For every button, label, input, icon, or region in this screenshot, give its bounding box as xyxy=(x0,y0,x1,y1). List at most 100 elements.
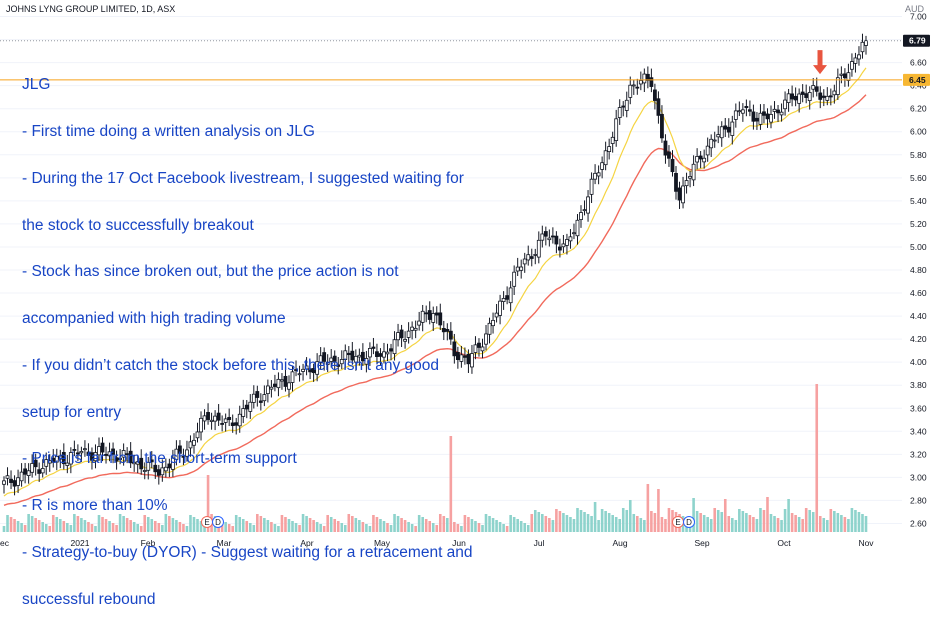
volume-bar xyxy=(491,518,495,532)
candle-body xyxy=(814,86,819,92)
candle-body xyxy=(769,114,773,123)
volume-bar xyxy=(636,516,639,532)
volume-bar xyxy=(695,511,699,532)
candle-body xyxy=(375,351,379,357)
volume-bar xyxy=(305,516,308,532)
candle-body xyxy=(589,178,594,195)
candle xyxy=(624,91,629,118)
y-tick-label: 4.40 xyxy=(910,311,927,321)
volume-bar xyxy=(526,525,530,532)
candle-body xyxy=(269,386,274,390)
event-circle xyxy=(683,516,695,528)
candle xyxy=(864,35,868,55)
y-tick-label: 5.00 xyxy=(910,242,927,252)
volume-bar xyxy=(847,519,850,532)
candle xyxy=(170,449,175,477)
candle xyxy=(800,84,805,103)
volume-bar xyxy=(319,524,322,532)
candle-body xyxy=(582,209,587,212)
candle xyxy=(698,151,703,169)
candle-body xyxy=(427,310,432,320)
candle xyxy=(744,99,749,117)
candle xyxy=(726,118,731,138)
candle xyxy=(747,100,752,117)
candle-body xyxy=(825,95,830,101)
volume-bar xyxy=(185,526,189,532)
volume-bar xyxy=(769,514,773,532)
y-tick-label: 3.60 xyxy=(910,403,927,413)
volume-bar xyxy=(745,513,748,532)
candle xyxy=(308,360,312,380)
candle-body xyxy=(755,117,759,122)
y-tick-label: 4.00 xyxy=(910,357,927,367)
candle-body xyxy=(403,339,407,342)
candle xyxy=(758,104,763,130)
volume-bar xyxy=(421,517,424,532)
candle xyxy=(311,363,316,382)
candle-body xyxy=(733,110,738,120)
candle xyxy=(769,105,773,129)
candle-body xyxy=(304,365,309,370)
candle-body xyxy=(466,353,471,365)
y-tick-label: 5.60 xyxy=(910,173,927,183)
volume-bar xyxy=(329,517,333,532)
candle-body xyxy=(202,415,207,422)
y-tick-label: 4.20 xyxy=(910,334,927,344)
candle-body xyxy=(607,146,612,152)
volume-bar xyxy=(569,517,572,532)
candle xyxy=(68,447,73,474)
candle-body xyxy=(649,77,654,87)
candle xyxy=(51,449,56,468)
candle-body xyxy=(237,413,242,427)
candle-body xyxy=(227,416,232,421)
x-tick-label: 2021 xyxy=(71,538,90,548)
volume-bar xyxy=(66,523,69,532)
candle xyxy=(427,301,432,325)
candle-body xyxy=(181,455,186,458)
candle xyxy=(431,306,436,332)
volume-bar xyxy=(252,525,256,532)
candle-body xyxy=(185,449,189,457)
candle xyxy=(825,87,830,106)
note-line: setup for entry xyxy=(22,403,122,421)
candle-body xyxy=(251,393,256,403)
volume-bar xyxy=(562,513,565,532)
candle xyxy=(160,459,165,482)
candle xyxy=(807,86,812,110)
candle xyxy=(663,134,668,164)
candle xyxy=(459,345,464,368)
candle xyxy=(360,343,365,366)
candle xyxy=(572,223,576,240)
candle xyxy=(75,444,80,462)
volume-bar xyxy=(108,521,111,532)
volume-bar xyxy=(738,509,741,532)
candle-body xyxy=(283,375,288,387)
candle-body xyxy=(417,320,422,326)
candle xyxy=(536,231,541,264)
candle xyxy=(635,78,640,95)
volume-bar xyxy=(583,512,586,532)
x-tick-label: Jul xyxy=(534,538,545,548)
candle-body xyxy=(561,243,566,248)
candle-body xyxy=(357,354,362,358)
candle-body xyxy=(33,459,38,468)
volume-bar xyxy=(97,515,101,532)
volume-bar xyxy=(382,521,386,532)
volume-bar xyxy=(650,511,653,532)
volume-bar xyxy=(122,516,125,532)
candle-body xyxy=(512,271,517,287)
candle xyxy=(202,409,207,430)
volume-bar xyxy=(62,521,66,532)
volume-bar xyxy=(548,518,551,532)
event-label: D xyxy=(215,518,221,527)
candle-body xyxy=(473,344,478,353)
candle-body xyxy=(318,355,323,364)
candle-body xyxy=(230,422,235,427)
volume-bar xyxy=(643,520,646,532)
candle xyxy=(192,433,196,454)
volume-bar xyxy=(115,525,118,532)
candle-body xyxy=(744,106,749,109)
volume-bar xyxy=(90,524,94,532)
candle xyxy=(297,365,302,382)
